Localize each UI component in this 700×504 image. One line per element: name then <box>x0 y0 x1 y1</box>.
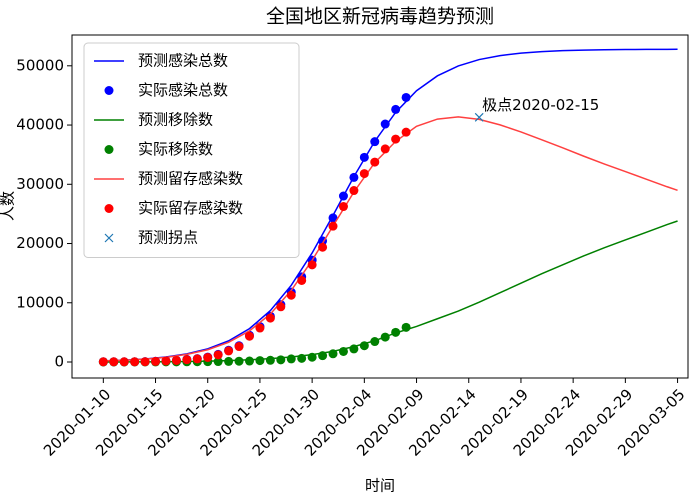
data-point <box>380 332 390 342</box>
legend-label: 预测感染总数 <box>138 52 228 70</box>
data-point <box>130 357 140 367</box>
data-point <box>286 354 296 364</box>
data-point <box>338 202 348 212</box>
data-point <box>391 134 401 144</box>
data-point <box>161 356 171 366</box>
data-point <box>338 346 348 356</box>
data-point <box>119 357 129 367</box>
data-point <box>359 169 369 179</box>
data-point <box>224 346 234 356</box>
data-point <box>255 356 265 366</box>
data-point <box>297 353 307 363</box>
data-point <box>307 260 317 270</box>
data-point <box>328 349 338 359</box>
data-point <box>255 323 265 333</box>
data-point <box>401 92 411 102</box>
data-point <box>244 356 254 366</box>
annotation: 极点2020-02-15 <box>482 96 599 114</box>
cross-marker <box>474 112 484 122</box>
data-point <box>349 172 359 182</box>
legend-label: 实际移除数 <box>138 140 213 158</box>
legend-label: 预测拐点 <box>138 229 198 247</box>
data-point <box>265 313 275 323</box>
data-point <box>140 357 150 367</box>
y-axis-label: 人数 <box>0 191 17 221</box>
data-point <box>349 186 359 196</box>
y-tick-label: 50000 <box>16 56 64 74</box>
y-tick-label: 0 <box>54 353 64 371</box>
legend-label: 实际留存感染数 <box>138 199 243 217</box>
data-point <box>318 351 328 361</box>
data-point <box>234 356 244 366</box>
chart-title: 全国地区新冠病毒趋势预测 <box>266 6 494 28</box>
data-point <box>265 355 275 365</box>
y-tick-label: 40000 <box>16 116 64 134</box>
data-point <box>328 221 338 231</box>
data-point <box>391 327 401 337</box>
data-point <box>213 350 223 360</box>
data-point <box>401 127 411 137</box>
data-point <box>98 357 108 367</box>
data-point <box>182 355 192 365</box>
data-point <box>109 357 119 367</box>
plot-area <box>71 34 689 379</box>
legend-label: 实际感染总数 <box>138 81 228 99</box>
legend-dot <box>104 204 114 213</box>
data-point <box>359 152 369 162</box>
data-point <box>307 352 317 362</box>
data-point <box>391 104 401 114</box>
data-point <box>171 355 181 365</box>
data-point <box>213 357 223 367</box>
data-point <box>338 191 348 201</box>
data-point <box>370 137 380 147</box>
data-point <box>349 344 359 354</box>
data-point <box>234 342 244 352</box>
data-point <box>203 352 213 362</box>
data-point <box>276 355 286 365</box>
data-point <box>224 356 234 366</box>
data-point <box>297 275 307 285</box>
y-tick-label: 30000 <box>16 175 64 193</box>
legend-dot <box>104 86 114 95</box>
data-point <box>151 356 161 366</box>
data-point <box>370 157 380 167</box>
data-point <box>318 242 328 252</box>
data-point <box>370 337 380 347</box>
data-point <box>276 302 286 312</box>
data-point <box>380 144 390 154</box>
legend-dot <box>104 145 114 154</box>
data-point <box>328 213 338 223</box>
data-point <box>380 119 390 129</box>
y-tick-label: 20000 <box>16 234 64 252</box>
cross-marker <box>104 233 114 243</box>
legend-label: 预测移除数 <box>138 111 213 129</box>
data-point <box>286 290 296 300</box>
legend-box <box>83 42 300 258</box>
x-axis-label: 时间 <box>365 477 395 495</box>
y-tick-label: 10000 <box>16 293 64 311</box>
legend-label: 预测留存感染数 <box>138 170 243 188</box>
data-point <box>192 354 202 364</box>
data-point <box>359 341 369 351</box>
data-point <box>401 322 411 332</box>
data-point <box>244 331 254 341</box>
